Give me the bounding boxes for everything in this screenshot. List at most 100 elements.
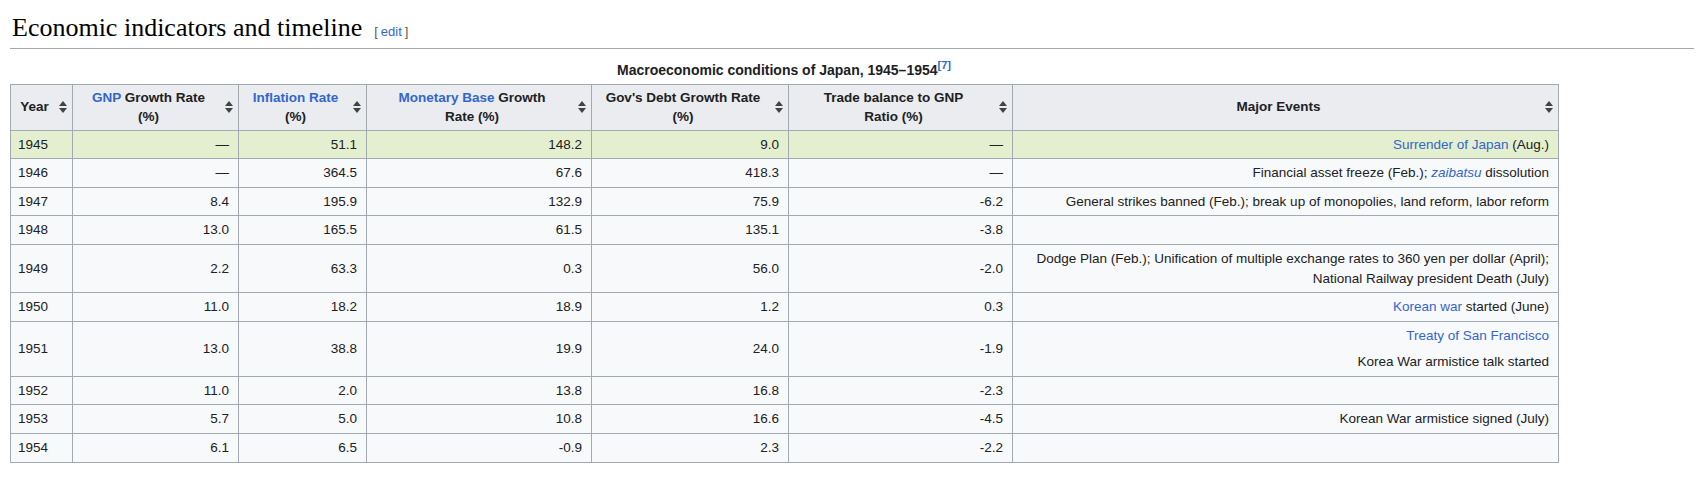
table-caption-text: Macroeconomic conditions of Japan, 1945–… (617, 62, 938, 78)
text-segment: (%) (285, 109, 306, 124)
cell-year-1945: 1945 (11, 130, 73, 159)
cell-trade-1954: -2.2 (789, 433, 1013, 462)
cell-events-1947: General strikes banned (Feb.); break up … (1013, 187, 1559, 216)
text-line: Monetary Base Growth (373, 88, 571, 108)
cell-gnp-1947: 8.4 (73, 187, 239, 216)
table-row: 19535.75.010.816.6-4.5Korean War armisti… (11, 405, 1559, 434)
korean-war-link[interactable]: Korean war (1393, 299, 1462, 314)
cell-events-1948 (1013, 216, 1559, 245)
text-segment: Major Events (1236, 99, 1320, 114)
text-segment: Gov's Debt Growth Rate (606, 90, 761, 105)
text-segment: dissolution (1481, 165, 1549, 180)
text-line: Korean War armistice signed (July) (1022, 409, 1549, 429)
article-section: Economic indicators and timeline [ edit … (0, 0, 1704, 463)
column-header-monetary[interactable]: Monetary Base GrowthRate (%) (367, 84, 592, 130)
text-segment: (%) (673, 109, 694, 124)
text-line: (%) (245, 107, 346, 127)
cell-trade-1952: -2.3 (789, 376, 1013, 405)
sort-icon[interactable] (58, 101, 67, 113)
column-header-debt[interactable]: Gov's Debt Growth Rate (%) (592, 84, 789, 130)
cell-gnp-1953: 5.7 (73, 405, 239, 434)
cell-inflation-1950: 18.2 (239, 293, 367, 322)
data-table: YearGNP Growth Rate(%)Inflation Rate(%)M… (10, 84, 1559, 463)
edit-section: [ edit ] (374, 24, 408, 39)
footnote-ref[interactable]: [7] (938, 59, 951, 71)
edit-link[interactable]: edit (381, 24, 402, 39)
cell-events-1946: Financial asset freeze (Feb.); zaibatsu … (1013, 159, 1559, 188)
sort-icon[interactable] (998, 101, 1007, 113)
cell-gnp-1952: 11.0 (73, 376, 239, 405)
text-line: Treaty of San Francisco (1022, 326, 1549, 346)
text-segment: started (June) (1462, 299, 1549, 314)
column-header-year[interactable]: Year (11, 84, 73, 130)
text-line: Year (17, 97, 52, 117)
sort-icon[interactable] (774, 101, 783, 113)
cell-gnp-1950: 11.0 (73, 293, 239, 322)
text-line: General strikes banned (Feb.); break up … (1022, 192, 1549, 212)
cell-monetary-1954: -0.9 (367, 433, 592, 462)
cell-gnp-1954: 6.1 (73, 433, 239, 462)
cell-debt-1953: 16.6 (592, 405, 789, 434)
page-title: Economic indicators and timeline (12, 13, 362, 43)
cell-events-1953: Korean War armistice signed (July) (1013, 405, 1559, 434)
column-header-label: Year (17, 97, 52, 117)
cell-inflation-1951: 38.8 (239, 321, 367, 376)
zaibatsu-link[interactable]: zaibatsu (1431, 165, 1481, 180)
cell-year-1951: 1951 (11, 321, 73, 376)
text-line: Ratio (%) (795, 107, 992, 127)
column-header-events[interactable]: Major Events (1013, 84, 1559, 130)
table-row: 195113.038.819.924.0-1.9Treaty of San Fr… (11, 321, 1559, 376)
cell-monetary-1951: 19.9 (367, 321, 592, 376)
treaty-of-san-francisco-link[interactable]: Treaty of San Francisco (1406, 328, 1549, 343)
cell-monetary-1953: 10.8 (367, 405, 592, 434)
surrender-of-japan-link[interactable]: Surrender of Japan (1393, 137, 1509, 152)
cell-trade-1947: -6.2 (789, 187, 1013, 216)
sort-icon[interactable] (1544, 101, 1553, 113)
cell-events-1951: Treaty of San Francisco Korea War armisti… (1013, 321, 1559, 376)
text-line: (%) (598, 107, 768, 127)
sort-icon[interactable] (224, 101, 233, 113)
cell-debt-1950: 1.2 (592, 293, 789, 322)
cell-gnp-1945: — (73, 130, 239, 159)
cell-trade-1951: -1.9 (789, 321, 1013, 376)
cell-debt-1952: 16.8 (592, 376, 789, 405)
column-header-label: GNP Growth Rate(%) (79, 88, 218, 127)
text-segment: Growth Rate (121, 90, 205, 105)
cell-trade-1950: 0.3 (789, 293, 1013, 322)
text-segment: Korean War armistice signed (July) (1339, 411, 1549, 426)
cell-year-1948: 1948 (11, 216, 73, 245)
text-line: Rate (%) (373, 107, 571, 127)
text-segment: Dodge Plan (Feb.); Unification of multip… (1036, 251, 1549, 286)
column-header-inflation[interactable]: Inflation Rate (%) (239, 84, 367, 130)
column-header-label: Gov's Debt Growth Rate (%) (598, 88, 768, 127)
text-line: Surrender of Japan (Aug.) (1022, 135, 1549, 155)
cell-events-1952 (1013, 376, 1559, 405)
column-header-trade[interactable]: Trade balance to GNPRatio (%) (789, 84, 1013, 130)
column-header-label: Monetary Base GrowthRate (%) (373, 88, 571, 127)
cell-monetary-1945: 148.2 (367, 130, 592, 159)
cell-debt-1949: 56.0 (592, 245, 789, 293)
text-segment: Korea War armistice talk started (1357, 354, 1549, 369)
section-heading-bar: Economic indicators and timeline [ edit … (10, 0, 1694, 49)
text-segment: Financial asset freeze (Feb.); (1253, 165, 1432, 180)
cell-trade-1949: -2.0 (789, 245, 1013, 293)
edit-bracket-open: [ (374, 24, 378, 39)
column-header-gnp[interactable]: GNP Growth Rate(%) (73, 84, 239, 130)
cell-monetary-1949: 0.3 (367, 245, 592, 293)
cell-monetary-1948: 61.5 (367, 216, 592, 245)
sort-icon[interactable] (352, 101, 361, 113)
table-row: 194813.0165.561.5135.1-3.8 (11, 216, 1559, 245)
table-row: 1945—51.1148.29.0—Surrender of Japan (Au… (11, 130, 1559, 159)
cell-gnp-1951: 13.0 (73, 321, 239, 376)
sort-icon[interactable] (577, 101, 586, 113)
monetary-base-link[interactable]: Monetary Base (398, 90, 494, 105)
column-header-label: Inflation Rate (%) (245, 88, 346, 127)
edit-bracket-close: ] (405, 24, 409, 39)
cell-monetary-1950: 18.9 (367, 293, 592, 322)
text-line: Financial asset freeze (Feb.); zaibatsu … (1022, 163, 1549, 183)
gnp-link[interactable]: GNP (92, 90, 121, 105)
text-segment: Growth (495, 90, 546, 105)
text-line: Dodge Plan (Feb.); Unification of multip… (1022, 249, 1549, 288)
cell-trade-1953: -4.5 (789, 405, 1013, 434)
inflation-rate-link[interactable]: Inflation Rate (253, 90, 339, 105)
